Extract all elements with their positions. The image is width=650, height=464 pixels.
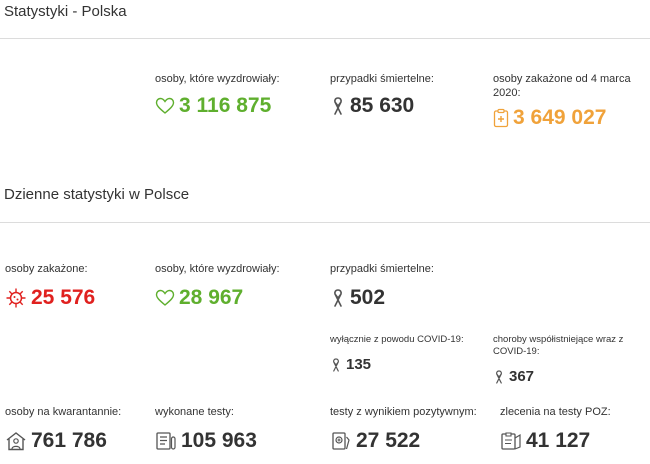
totals-infected: osoby zakażone od 4 marca 2020: osoby za… (493, 72, 643, 130)
daily-deaths-comorbid: choroby współistniejące wraz z COVID-19:… (493, 334, 643, 385)
daily-quarantine-value: 761 786 (31, 429, 107, 452)
daily-poz-orders: zlecenia na testy POZ: 41 127 (500, 405, 645, 453)
clipboard-icon (493, 108, 509, 128)
section-title-daily: Dzienne statystyki w Polsce (4, 186, 190, 203)
daily-recovered: osoby, które wyzdrowiały: 28 967 (155, 262, 315, 310)
daily-deaths-covid-only-label: wyłącznie z powodu COVID-19: (330, 334, 464, 345)
daily-poz-orders-label: zlecenia na testy POZ: (500, 406, 611, 418)
totals-infected-value: 3 649 027 (513, 106, 607, 129)
daily-tests: wykonane testy: 105 963 (155, 405, 315, 453)
daily-poz-orders-value: 41 127 (526, 429, 591, 452)
totals-recovered: osoby, które wyzdrowiały: 3 116 875 (155, 72, 315, 118)
daily-quarantine: osoby na kwarantannie: 761 786 (5, 405, 150, 453)
daily-recovered-label: osoby, które wyzdrowiały: (155, 263, 280, 275)
daily-infected-label: osoby zakażone: (5, 263, 88, 275)
daily-deaths-label: przypadki śmiertelne: (330, 263, 434, 275)
daily-recovered-value: 28 967 (179, 286, 244, 309)
daily-deaths-value: 502 (350, 286, 386, 309)
daily-deaths-comorbid-value: 367 (509, 368, 535, 385)
divider (0, 222, 650, 223)
daily-tests-value: 105 963 (181, 429, 257, 452)
positive-test-icon (330, 431, 352, 451)
daily-positive-tests-value: 27 522 (356, 429, 421, 452)
daily-positive-tests: testy z wynikiem pozytywnym: 27 522 (330, 405, 490, 453)
daily-deaths: przypadki śmiertelne: 502 (330, 262, 480, 310)
daily-tests-label: wykonane testy: (155, 406, 234, 418)
ribbon-icon (330, 96, 346, 116)
virus-icon (5, 287, 27, 309)
daily-infected: osoby zakażone: 25 576 (5, 262, 145, 310)
totals-recovered-label: osoby, które wyzdrowiały: (155, 73, 280, 85)
totals-infected-label-line: osoby zakażone od 4 marca 2020: (493, 73, 631, 99)
daily-deaths-covid-only-value: 135 (346, 356, 372, 373)
heart-icon (155, 289, 175, 307)
totals-deaths-label: przypadki śmiertelne: (330, 73, 434, 85)
test-list-icon (155, 431, 177, 451)
daily-deaths-covid-only: wyłącznie z powodu COVID-19: 135 (330, 334, 485, 373)
daily-deaths-comorbid-label: choroby współistniejące wraz z COVID-19: (493, 334, 624, 357)
heart-icon (155, 97, 175, 115)
totals-deaths: przypadki śmiertelne: 85 630 (330, 72, 480, 118)
divider (0, 38, 650, 39)
daily-positive-tests-label: testy z wynikiem pozytywnym: (330, 406, 477, 418)
ribbon-icon (493, 369, 505, 385)
poz-order-icon (500, 431, 522, 451)
totals-deaths-value: 85 630 (350, 94, 415, 117)
daily-quarantine-label: osoby na kwarantannie: (5, 406, 122, 418)
house-person-icon (5, 431, 27, 451)
ribbon-icon (330, 288, 346, 308)
section-title-poland: Statystyki - Polska (4, 3, 127, 20)
daily-infected-value: 25 576 (31, 286, 96, 309)
ribbon-icon (330, 357, 342, 373)
totals-recovered-value: 3 116 875 (179, 94, 272, 117)
